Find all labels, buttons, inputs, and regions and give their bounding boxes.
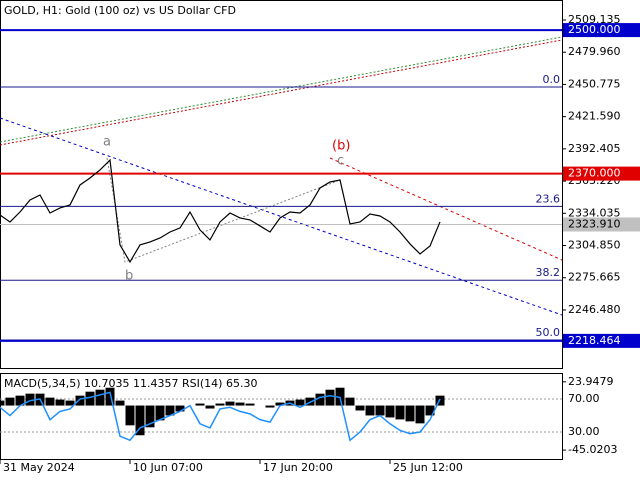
macd-bar (405, 405, 415, 422)
fib-label: 23.6 (536, 192, 561, 205)
fib-label: 0.0 (543, 73, 561, 86)
macd-bar (145, 405, 155, 428)
price-box (563, 23, 640, 38)
indicator-frame (0, 373, 563, 460)
macd-bar (395, 405, 405, 420)
indicator-title: MACD(5,34,5) 10.7035 11.4357 RSI(14) 65.… (4, 377, 257, 390)
wave-label: c (337, 154, 344, 169)
wave-label: a (103, 135, 111, 150)
macd-bar (55, 399, 65, 406)
macd-bar (295, 399, 305, 406)
macd-bar (215, 403, 225, 406)
macd-bar (5, 397, 15, 406)
macd-bar (355, 405, 365, 411)
macd-bar (0, 400, 5, 406)
price-line-series (0, 158, 441, 264)
macd-bar (155, 405, 165, 421)
main-frame (0, 0, 563, 369)
macd-bar (365, 405, 375, 416)
macd-bar (125, 405, 135, 426)
x-tick-label: 31 May 2024 (3, 461, 75, 474)
trendline (0, 39, 563, 146)
price-box-label: 2323.910 (568, 217, 621, 230)
y-tick-label: -45.0203 (568, 443, 617, 456)
price-box (563, 333, 640, 348)
wave-label: (b) (332, 139, 350, 154)
y2-tick-label: 70.00 (568, 392, 600, 405)
x-tick-label: 10 Jun 07:00 (133, 461, 203, 474)
price-box-label: 2370.000 (568, 167, 621, 180)
macd-bar (75, 395, 85, 406)
y-tick-label: 23.9479 (568, 375, 614, 388)
trendline (0, 117, 563, 316)
macd-bar (235, 402, 245, 406)
macd-bar (135, 405, 145, 436)
y-tick-label: 2304.850 (568, 239, 621, 252)
fib-label: 38.2 (536, 266, 561, 279)
macd-bar (195, 403, 205, 406)
y-tick-label: 2246.480 (568, 303, 621, 316)
rsi-line (0, 391, 441, 442)
y-tick-label: 2392.405 (568, 142, 621, 155)
macd-bar (325, 389, 335, 406)
y-tick-label: 2450.775 (568, 77, 621, 90)
price-box-label: 2218.464 (568, 334, 621, 347)
macd-bar (225, 401, 235, 406)
macd-bar (105, 387, 115, 406)
macd-bar (85, 391, 95, 406)
x-tick-label: 25 Jun 12:00 (393, 461, 463, 474)
x-tick-label: 17 Jun 20:00 (263, 461, 333, 474)
wave-label: b (125, 269, 133, 284)
chart-title: GOLD, H1: Gold (100 oz) vs US Dollar CFD (4, 4, 236, 17)
y-tick-label: 2509.135 (568, 13, 621, 26)
macd-bar (165, 405, 175, 416)
macd-bar (15, 395, 25, 406)
y-tick-label: 2275.665 (568, 271, 621, 284)
fib-label: 50.0 (536, 326, 561, 339)
macd-bar (415, 405, 425, 424)
macd-bar (425, 405, 435, 416)
macd-bar (65, 400, 75, 406)
trendline (0, 36, 563, 143)
macd-bar (175, 405, 185, 412)
trendline (329, 157, 563, 261)
macd-bar (45, 397, 55, 406)
macd-bar (315, 393, 325, 406)
macd-bar (245, 403, 255, 406)
price-box (563, 166, 640, 181)
y-tick-label: 2421.590 (568, 110, 621, 123)
wave-line (106, 157, 341, 263)
macd-bar (275, 402, 285, 406)
macd-bar (385, 405, 395, 418)
price-box-label: 2500.000 (568, 23, 621, 36)
y2-tick-label: 30.00 (568, 425, 600, 438)
price-box (563, 217, 640, 232)
y-tick-label: 2479.960 (568, 45, 621, 58)
macd-bar (345, 397, 355, 406)
y-tick-label: 2334.035 (568, 206, 621, 219)
macd-bar (115, 400, 125, 406)
macd-bar (95, 389, 105, 406)
macd-bar (375, 405, 385, 416)
macd-bar (205, 405, 215, 409)
macd-bar (265, 405, 275, 408)
macd-bar (25, 393, 35, 406)
